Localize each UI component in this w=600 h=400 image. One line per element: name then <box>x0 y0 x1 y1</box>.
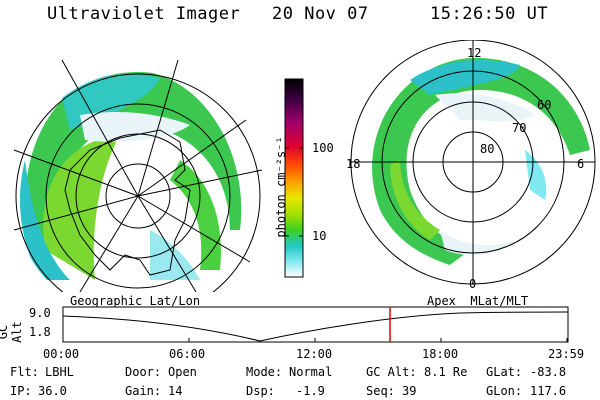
glat-value: -83.8 <box>530 365 567 379</box>
magnetic-map <box>350 40 596 285</box>
glon-label: GLon: <box>486 384 523 398</box>
glat-label: GLat: <box>486 365 523 379</box>
filter-label: Flt: <box>10 365 39 379</box>
altitude-plot <box>62 306 569 343</box>
altitude-ytick-1-8: 1.8 <box>29 325 51 339</box>
mode-value: Normal <box>289 365 333 379</box>
time-tick-1200: 12:00 <box>296 347 333 361</box>
time-tick-1800: 18:00 <box>422 347 459 361</box>
dsp-value: -1.9 <box>296 384 325 398</box>
mlt-label-6: 6 <box>577 157 585 171</box>
geographic-map <box>13 59 262 292</box>
gc-alt-value: 8.1 Re <box>424 365 468 379</box>
time-tick-0000: 00:00 <box>43 347 80 361</box>
seq-label: Seq: <box>366 384 395 398</box>
time-tick-0600: 06:00 <box>169 347 206 361</box>
observation-time: 15:26:50 UT <box>430 4 549 24</box>
time-tick-2359: 23:59 <box>548 347 585 361</box>
mlt-label-0: 0 <box>469 277 477 291</box>
mlat-label-80: 80 <box>480 142 495 156</box>
glon-value: 117.6 <box>530 384 567 398</box>
ip-label: IP: <box>10 384 32 398</box>
mlat-label-60: 60 <box>537 98 552 112</box>
color-scale-bar <box>284 78 304 278</box>
mlt-label-12: 12 <box>467 46 482 60</box>
filter-value: LBHL <box>45 365 74 379</box>
geographic-map-title: Geographic Lat/Lon <box>70 294 201 308</box>
door-value: Open <box>168 365 197 379</box>
colorbar-tick-10: 10 <box>312 229 327 243</box>
door-label: Door: <box>125 365 162 379</box>
gain-value: 14 <box>168 384 183 398</box>
instrument-title: Ultraviolet Imager <box>47 4 241 24</box>
dsp-label: Dsp: <box>246 384 275 398</box>
ip-value: 36.0 <box>38 384 67 398</box>
magnetic-map-title: Apex MLat/MLT <box>427 294 529 308</box>
altitude-ytick-9: 9.0 <box>29 306 51 320</box>
mlt-label-18: 18 <box>346 157 361 171</box>
mode-label: Mode: <box>246 365 283 379</box>
altitude-plot-ylabel: GC Alt <box>0 321 24 343</box>
colorbar-tick-100: 100 <box>312 141 334 155</box>
observation-date: 20 Nov 07 <box>272 4 369 24</box>
gc-alt-label: GC Alt: <box>366 365 417 379</box>
colorbar-unit-label: photon cm⁻²s⁻¹ <box>274 136 288 238</box>
gain-label: Gain: <box>125 384 162 398</box>
seq-value: 39 <box>402 384 417 398</box>
mlat-label-70: 70 <box>512 121 527 135</box>
